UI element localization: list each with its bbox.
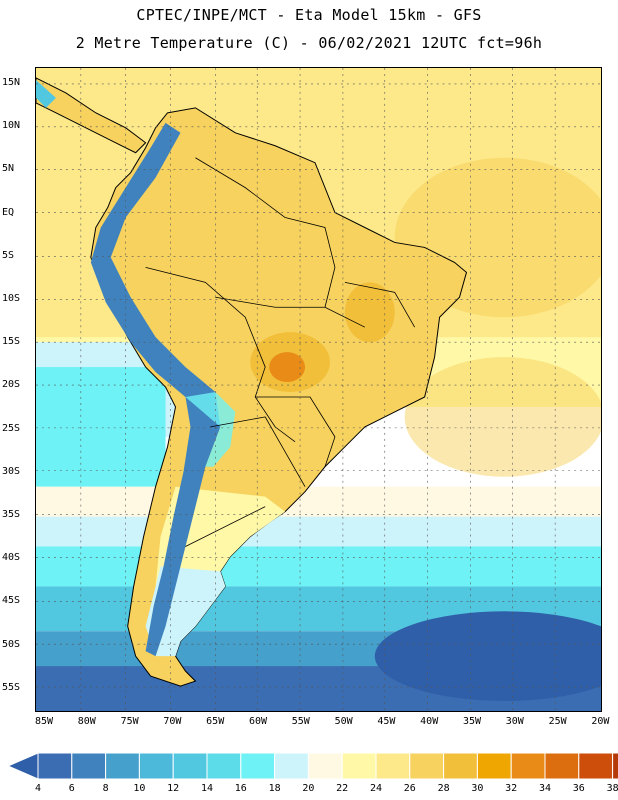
lat-label-50s: 50S (2, 638, 21, 650)
colorbar-swatch-17 (612, 752, 618, 780)
hot-spot-core (269, 352, 306, 383)
lon-label-20w: 20W (591, 716, 610, 727)
lon-label-30w: 30W (505, 716, 524, 727)
map-title-line-2: 2 Metre Temperature (C) - 06/02/2021 12U… (75, 34, 543, 52)
lon-label-65w: 65W (206, 716, 225, 727)
lat-label-5s: 5S (2, 249, 15, 261)
ocean-band-south-light (36, 546, 601, 587)
graticule (36, 68, 601, 711)
colorbar (6, 752, 618, 780)
colorbar-swatch-15 (544, 752, 580, 780)
lat-label-10n: 10N (2, 120, 21, 132)
colorbar-label-6: 6 (68, 783, 75, 794)
colorbar-label-18: 18 (268, 783, 281, 794)
lon-label-40w: 40W (420, 716, 439, 727)
colorbar-swatch-8 (307, 752, 343, 780)
lon-label-55w: 55W (291, 716, 310, 727)
colorbar-swatch-7 (274, 752, 309, 780)
hot-spot-northeast (344, 282, 395, 343)
lat-label-20s: 20S (2, 379, 21, 391)
lon-label-85w: 85W (34, 716, 54, 727)
colorbar-label-30: 30 (471, 783, 484, 794)
colorbar-swatch-10 (375, 752, 411, 780)
central-america-land (36, 77, 147, 154)
colorbar-swatch-4 (172, 752, 208, 780)
colorbar-swatch-13 (476, 752, 512, 780)
ocean-band-west-cold (36, 367, 166, 487)
colorbar-swatch-9 (341, 752, 377, 780)
lat-label-25s: 25S (2, 422, 21, 434)
colorbar-under-arrow (6, 752, 39, 780)
colorbar-swatch-12 (443, 752, 478, 780)
colorbar-label-12: 12 (167, 783, 180, 794)
colorbar-swatch-5 (206, 752, 242, 780)
colorbar-label-22: 22 (336, 783, 349, 794)
colorbar-label-28: 28 (437, 783, 450, 794)
colorbar-swatch-2 (105, 752, 140, 780)
lon-label-60w: 60W (248, 716, 268, 727)
ocean-warm-patch-south (404, 357, 601, 477)
colorbar-label-24: 24 (369, 783, 383, 794)
map-title-line-1: CPTEC/INPE/MCT - Eta Model 15km - GFS (136, 6, 482, 24)
lon-label-70w: 70W (163, 716, 182, 727)
colorbar-swatch-3 (138, 752, 174, 780)
colorbar-label-14: 14 (200, 783, 214, 794)
colorbar-label-16: 16 (234, 783, 247, 794)
ocean-band-south-pale (36, 516, 601, 547)
lat-label-30s: 30S (2, 465, 21, 477)
lat-label-35s: 35S (2, 509, 21, 520)
colorbar-swatch-14 (510, 752, 546, 780)
colorbar-swatch-11 (409, 752, 445, 780)
colorbar-swatch-6 (240, 752, 276, 780)
colorbar-label-34: 34 (538, 783, 552, 794)
lon-label-35w: 35W (462, 716, 482, 727)
andes-cold-strip (90, 122, 221, 657)
lon-label-80w: 80W (77, 716, 96, 727)
lat-label-55s: 55S (2, 681, 21, 693)
lat-label-5n: 5N (2, 163, 15, 175)
lat-label-45s: 45S (2, 595, 21, 607)
lon-label-25w: 25W (548, 716, 567, 727)
colorbar-swatch-16 (578, 752, 614, 780)
lat-label-15s: 15S (2, 336, 21, 348)
colorbar-label-20: 20 (302, 783, 315, 794)
colorbar-label-10: 10 (133, 783, 146, 794)
lat-label-eq: EQ (2, 206, 15, 218)
lon-label-75w: 75W (120, 716, 139, 727)
lat-label-40s: 40S (2, 552, 21, 564)
colorbar-swatch-1 (71, 752, 107, 780)
colorbar-label-32: 32 (505, 783, 518, 794)
andes-cyan-fringe (185, 391, 236, 467)
ocean-cold-pool (374, 611, 601, 702)
lat-label-10s: 10S (2, 293, 21, 304)
central-america-cold (36, 79, 56, 108)
lat-label-15n: 15N (2, 77, 21, 88)
colorbar-swatch-0 (37, 752, 73, 780)
colorbar-label-38: 38 (606, 783, 618, 794)
lon-label-45w: 45W (377, 716, 396, 727)
colorbar-label-4: 4 (34, 783, 42, 794)
colorbar-swatches (6, 752, 618, 780)
colorbar-label-8: 8 (102, 783, 109, 794)
ocean-band-south-white (36, 486, 601, 517)
lon-label-50w: 50W (334, 716, 353, 727)
colorbar-label-36: 36 (572, 783, 585, 794)
temperature-map (35, 67, 602, 712)
colorbar-label-26: 26 (403, 783, 416, 794)
